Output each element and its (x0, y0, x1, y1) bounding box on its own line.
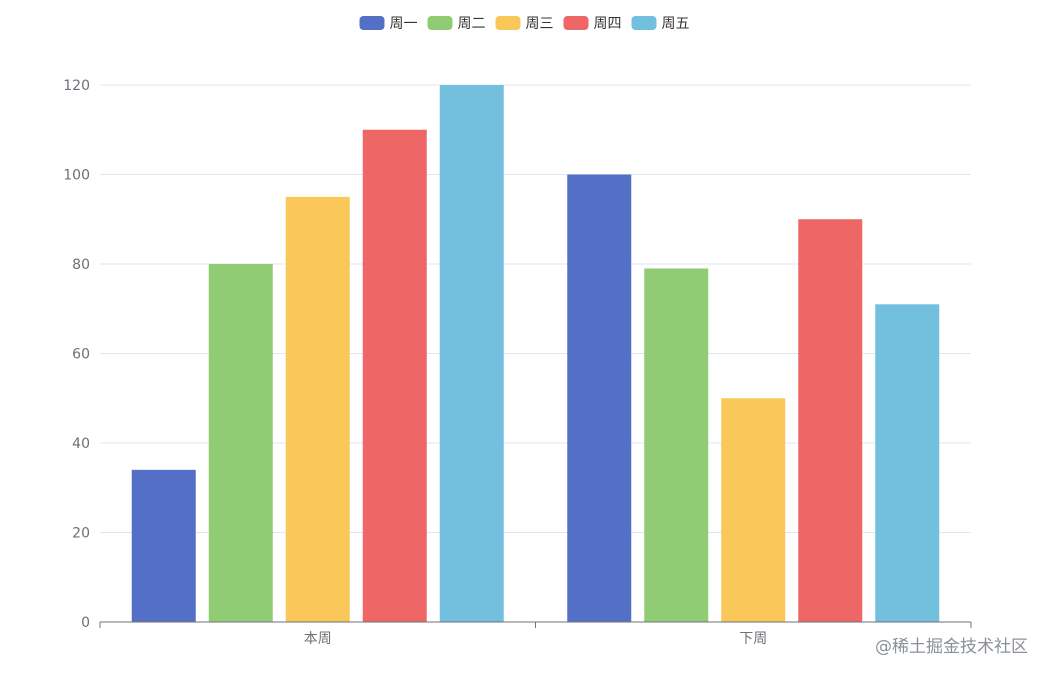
y-tick-label: 120 (63, 78, 90, 94)
legend-label: 周四 (594, 16, 622, 32)
legend-label: 周五 (662, 16, 690, 32)
legend-item-1[interactable]: 周一 (359, 16, 418, 32)
watermark-text: @稀土掘金技术社区 (875, 637, 1028, 657)
bar-2-5[interactable] (875, 304, 940, 622)
legend-swatch (427, 16, 453, 30)
legend-item-4[interactable]: 周四 (563, 16, 622, 32)
bar-2-4[interactable] (798, 219, 863, 622)
legend-label: 周一 (390, 16, 418, 32)
bar-2-1[interactable] (567, 174, 632, 623)
bar-1-4[interactable] (362, 129, 427, 622)
bar-1-2[interactable] (208, 264, 273, 622)
bar-1-3[interactable] (285, 196, 350, 622)
legend-swatch (359, 16, 385, 30)
axes: 0 20 40 60 80 100 120 本周 下周 (63, 78, 972, 647)
bar-2-2[interactable] (644, 268, 709, 622)
y-tick-label: 0 (81, 615, 90, 631)
x-tick-label: 本周 (304, 631, 332, 647)
x-tick-label: 下周 (739, 631, 767, 647)
y-tick-label: 40 (72, 436, 90, 452)
y-tick-label: 80 (72, 257, 90, 273)
bar-2-3[interactable] (721, 398, 786, 622)
legend-swatch (563, 16, 589, 30)
y-tick-label: 20 (72, 526, 90, 542)
legend-item-5[interactable]: 周五 (631, 16, 690, 32)
legend-item-3[interactable]: 周三 (495, 16, 554, 32)
legend[interactable]: 周一 周二 周三 周四 周五 (359, 16, 690, 32)
legend-swatch (631, 16, 657, 30)
bar-1-1[interactable] (131, 469, 196, 622)
y-tick-label: 100 (63, 168, 90, 184)
bar-1-5[interactable] (439, 85, 504, 622)
legend-label: 周三 (526, 16, 554, 32)
legend-swatch (495, 16, 521, 30)
bars (131, 85, 940, 623)
legend-item-2[interactable]: 周二 (427, 16, 486, 32)
legend-label: 周二 (458, 16, 486, 32)
y-tick-label: 60 (72, 347, 90, 363)
